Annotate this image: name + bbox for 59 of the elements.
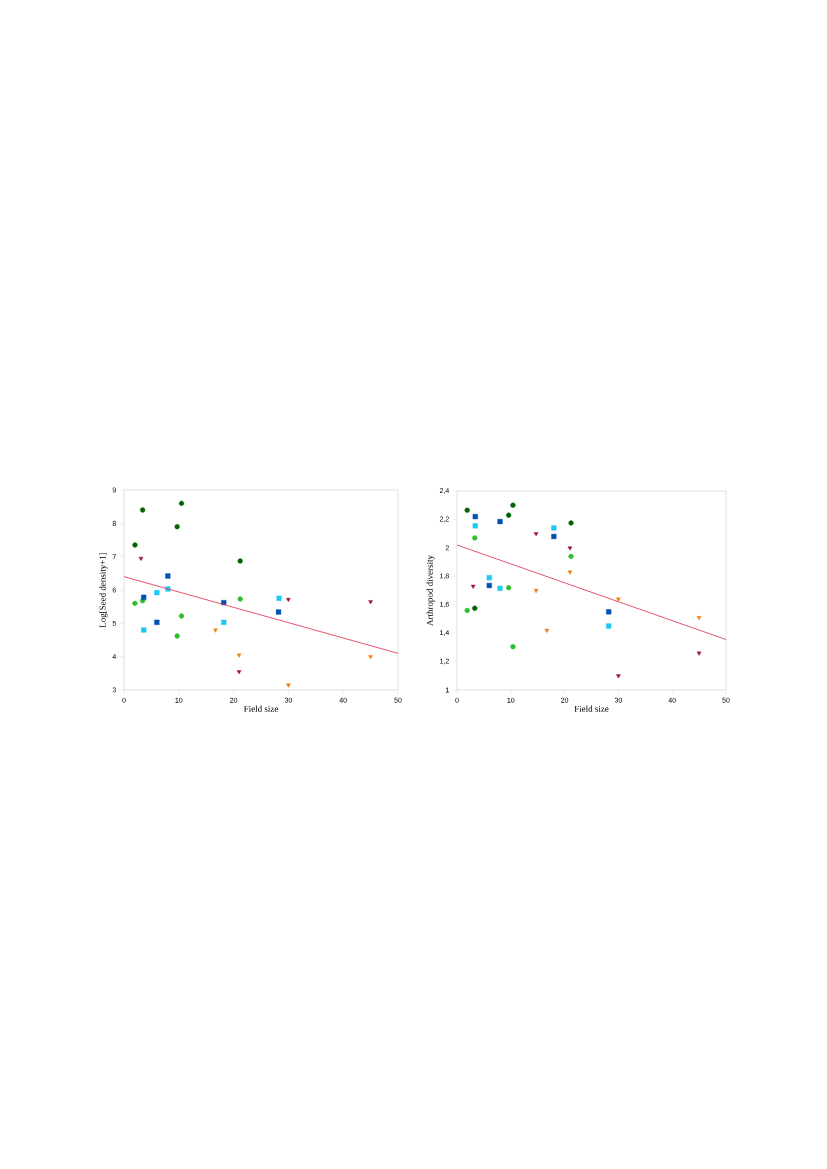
- point: [567, 546, 573, 551]
- point: [154, 619, 160, 625]
- point: [472, 535, 478, 541]
- point: [472, 605, 478, 611]
- point: [568, 553, 574, 559]
- point: [510, 502, 516, 508]
- point: [174, 524, 180, 530]
- point: [213, 628, 218, 633]
- point: [470, 584, 476, 589]
- point: [472, 523, 478, 529]
- point: [464, 607, 470, 613]
- point: [696, 616, 702, 621]
- point: [236, 670, 242, 675]
- point: [497, 518, 503, 525]
- x-axis-title: Field size: [574, 705, 609, 712]
- point: [368, 600, 373, 605]
- point: [506, 512, 512, 518]
- point: [154, 590, 160, 596]
- point: [236, 653, 242, 658]
- point: [533, 532, 539, 537]
- point: [178, 500, 185, 506]
- point: [606, 609, 612, 615]
- point: [276, 595, 282, 601]
- point: [275, 609, 282, 615]
- point: [616, 674, 621, 679]
- point: [132, 600, 138, 606]
- x-axis-title: Field size: [243, 705, 278, 712]
- point: [568, 520, 574, 526]
- point: [506, 585, 512, 591]
- point: [141, 594, 147, 600]
- point: [551, 533, 557, 540]
- point: [286, 597, 291, 602]
- point: [464, 507, 470, 513]
- point: [472, 513, 478, 520]
- point: [696, 651, 702, 656]
- point: [606, 623, 612, 629]
- point: [567, 570, 573, 575]
- point: [174, 633, 180, 639]
- point: [138, 556, 144, 561]
- point: [178, 613, 185, 619]
- y-axis-title: Log[Seed density+1]: [99, 552, 108, 628]
- point: [616, 597, 621, 602]
- point: [140, 507, 146, 513]
- point: [221, 619, 227, 625]
- point: [486, 582, 492, 589]
- point: [551, 525, 557, 531]
- point: [533, 589, 539, 594]
- point: [132, 542, 138, 548]
- point: [141, 627, 147, 633]
- point: [237, 558, 243, 564]
- point: [286, 683, 291, 688]
- point: [165, 573, 171, 579]
- point: [368, 655, 373, 660]
- point: [510, 644, 516, 650]
- point: [237, 596, 243, 602]
- point: [544, 628, 550, 633]
- point: [497, 585, 503, 591]
- y-axis-title: Arthropod diversity: [426, 555, 435, 626]
- point: [486, 575, 492, 581]
